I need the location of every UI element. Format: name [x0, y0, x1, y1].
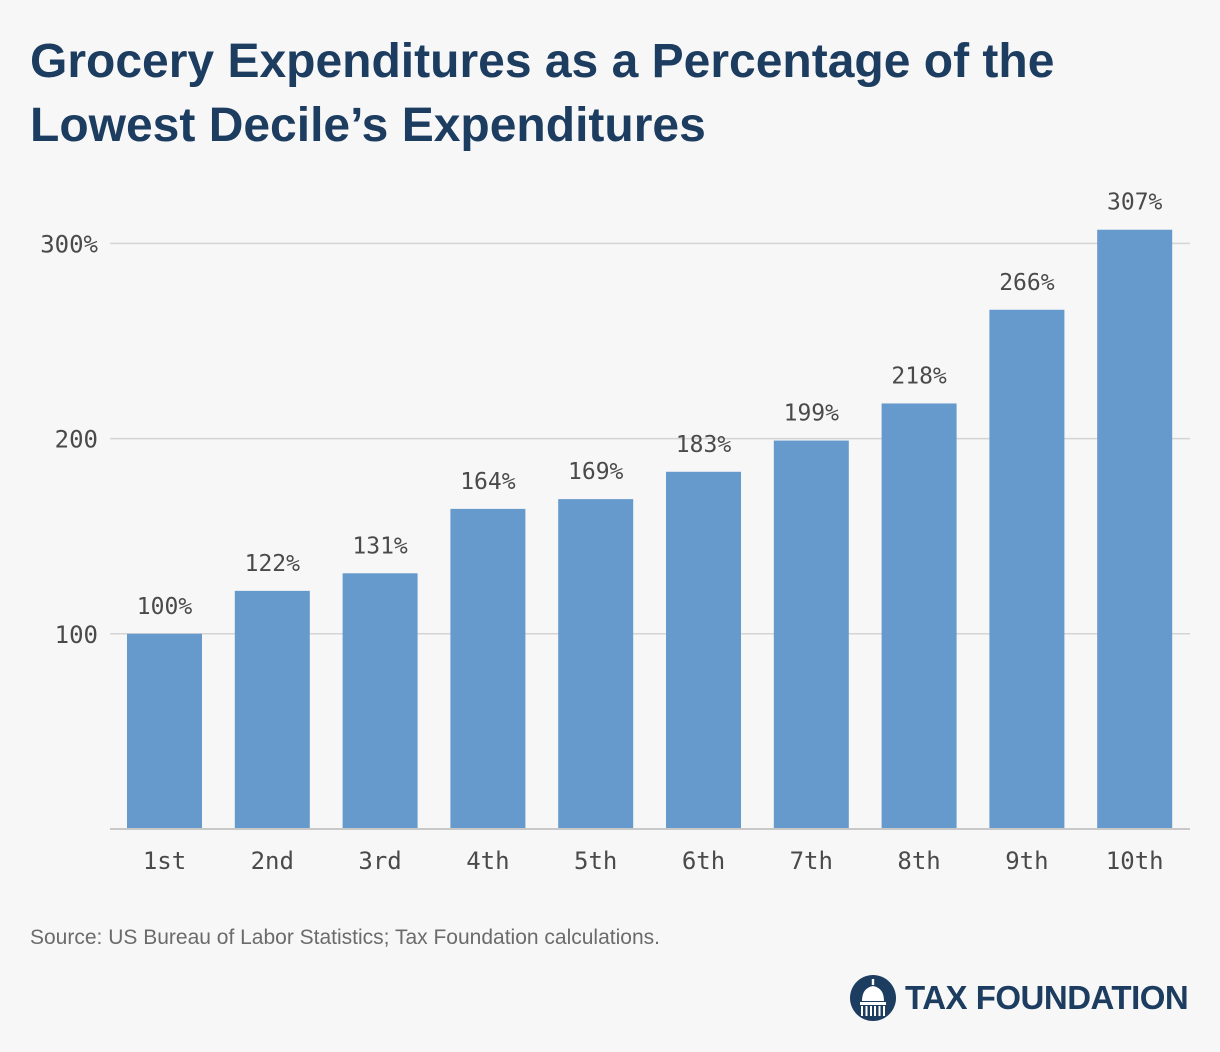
category-label: 6th: [682, 847, 725, 875]
bar: [881, 403, 957, 829]
category-label: 4th: [466, 847, 509, 875]
data-label: 218%: [891, 363, 947, 389]
data-label: 199%: [784, 401, 840, 427]
category-label: 5th: [574, 847, 617, 875]
data-label: 266%: [999, 270, 1055, 296]
bar: [127, 633, 202, 829]
bar: [558, 499, 634, 829]
bar: [450, 508, 526, 829]
category-label: 3rd: [358, 847, 401, 875]
category-label: 1st: [143, 847, 186, 875]
bars: [127, 229, 1173, 830]
bar: [342, 573, 418, 829]
data-label: 169%: [568, 459, 624, 485]
y-tick-label: 200: [55, 426, 98, 454]
x-axis-categories: 1st 2nd 3rd 4th 5th 6th 7th 8th 9th 10th: [143, 847, 1164, 875]
bar: [773, 440, 849, 829]
data-label: 131%: [352, 533, 408, 559]
data-label: 183%: [676, 432, 732, 458]
source-note: Source: US Bureau of Labor Statistics; T…: [30, 926, 660, 949]
data-label: 164%: [460, 469, 516, 495]
data-label: 100%: [137, 594, 193, 620]
category-label: 9th: [1005, 847, 1048, 875]
y-tick-label: 300%: [40, 230, 98, 258]
category-label: 10th: [1106, 847, 1164, 875]
capitol-dome-icon: [850, 975, 896, 1021]
category-label: 8th: [897, 847, 940, 875]
y-tick-label: 100: [55, 621, 98, 649]
bar: [989, 309, 1065, 829]
data-label: 122%: [245, 551, 301, 577]
data-labels: 100% 122% 131% 164% 169% 183% 199% 218% 266% 307%: [137, 190, 1163, 620]
bar: [234, 590, 310, 829]
bar: [1097, 229, 1173, 830]
logo-text: TAX FOUNDATION: [905, 979, 1189, 1016]
data-label: 307%: [1107, 190, 1163, 216]
y-axis-ticks: 100 200 300%: [40, 230, 98, 648]
tax-foundation-logo: TAX FOUNDATION: [849, 973, 1189, 1023]
bar: [666, 471, 741, 829]
category-label: 7th: [790, 847, 833, 875]
chart-title: Grocery Expenditures as a Percentage of …: [30, 35, 1055, 152]
category-label: 2nd: [251, 847, 294, 875]
